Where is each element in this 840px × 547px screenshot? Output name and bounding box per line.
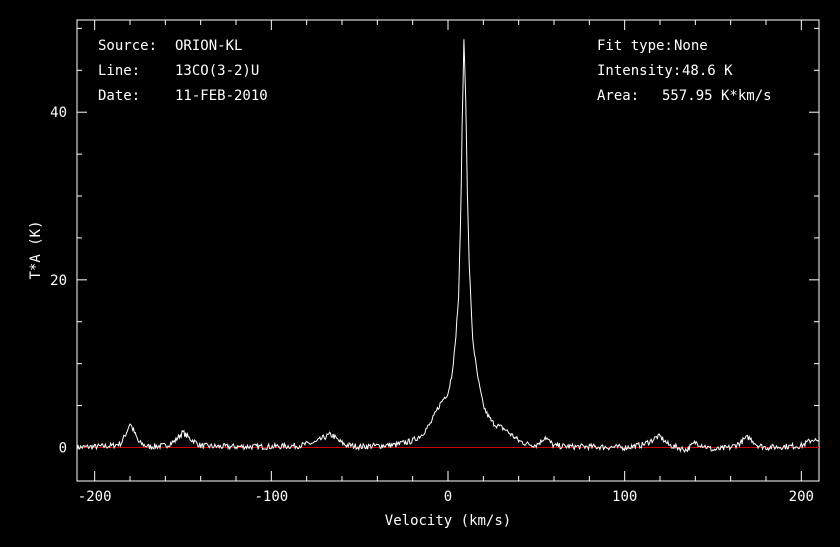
line-value: 13CO(3-2)U — [175, 63, 259, 79]
y-axis-label: T*A (K) — [28, 220, 44, 279]
date-label: Date: — [98, 88, 140, 104]
area-label: Area: — [597, 88, 639, 104]
intensity-label: Intensity: — [597, 63, 681, 79]
axis-ticks: -200 -100 0 100 200 0 20 40 — [50, 20, 819, 505]
fit-type-label: Fit type: — [597, 38, 673, 54]
x-tick-label: 100 — [612, 489, 637, 505]
source-value: ORION-KL — [175, 38, 242, 54]
x-axis-label: Velocity (km/s) — [385, 513, 511, 529]
x-tick-label: -200 — [78, 489, 112, 505]
x-tick-label: 0 — [444, 489, 452, 505]
fit-type-value: None — [674, 38, 708, 54]
y-tick-label: 20 — [50, 273, 67, 289]
source-label: Source: — [98, 38, 157, 54]
y-tick-label: 40 — [50, 105, 67, 121]
x-tick-label: -100 — [254, 489, 288, 505]
intensity-value: 48.6 K — [682, 63, 733, 79]
date-value: 11-FEB-2010 — [175, 88, 268, 104]
x-tick-label: 200 — [789, 489, 814, 505]
line-label: Line: — [98, 63, 140, 79]
spectrum-series-line — [76, 39, 820, 454]
area-value: 557.95 K*km/s — [662, 88, 772, 104]
y-tick-label: 0 — [59, 440, 67, 456]
